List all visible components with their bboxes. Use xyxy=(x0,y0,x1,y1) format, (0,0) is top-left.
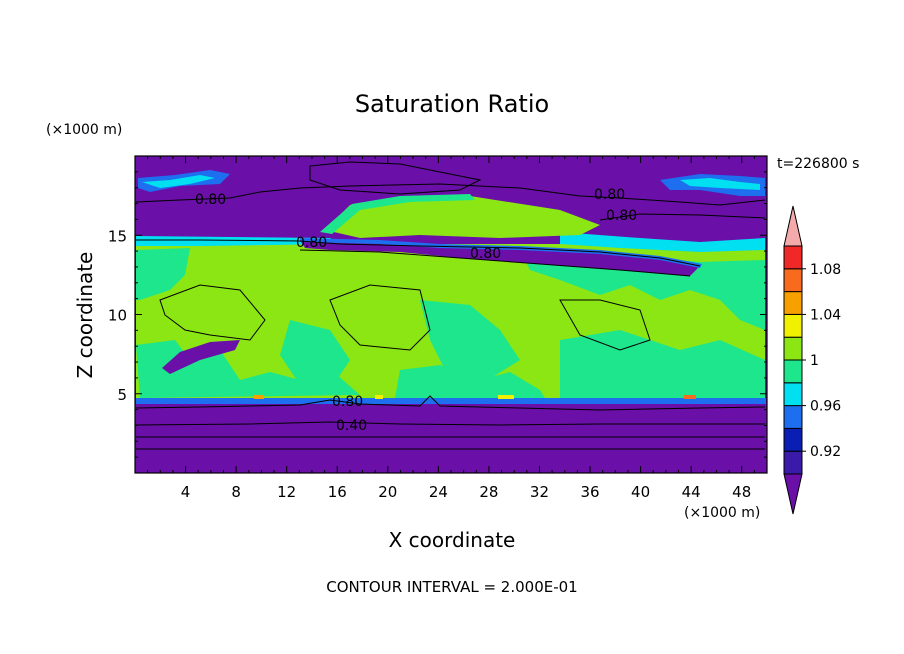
y-tick-label: 10 xyxy=(108,307,127,325)
contour-label-band-center: 0.80 xyxy=(470,246,501,262)
colorbar-swatch xyxy=(783,382,803,407)
contour-lines xyxy=(135,161,766,450)
field-orange-spot-1 xyxy=(254,395,264,399)
x-tick-label: 32 xyxy=(530,483,549,501)
colorbar-swatch xyxy=(783,359,803,384)
field-cyan-upper-right xyxy=(560,232,765,252)
colorbar-label: 1.08 xyxy=(810,262,841,278)
contour-line-green-1 xyxy=(159,284,266,341)
contour-line-lower-2 xyxy=(135,421,765,426)
colorbar-swatch xyxy=(783,450,803,475)
chart-title: Saturation Ratio xyxy=(355,90,549,118)
contour-interval-footer: CONTOUR INTERVAL = 2.000E-01 xyxy=(326,578,577,596)
field-turquoise-left xyxy=(136,248,190,300)
y-axis-ticks: 5 10 15 xyxy=(108,171,767,458)
field-cyan-top-band xyxy=(136,236,340,246)
field-turquoise-mid-lower xyxy=(395,365,545,398)
contour-line-upper-2 xyxy=(309,161,482,195)
field-turquoise-center xyxy=(280,320,350,390)
colorbar: 0.92 0.96 1 1.04 1.08 xyxy=(783,205,841,515)
x-tick-label: 44 xyxy=(682,483,701,501)
field-orange-spot-3 xyxy=(684,395,696,399)
contour-line-right xyxy=(599,213,766,221)
contour-label-upper-left: 0.80 xyxy=(195,192,226,208)
colorbar-swatch xyxy=(783,313,803,338)
field-cyan-patch-top-right xyxy=(680,178,760,190)
colorbar-swatch xyxy=(783,336,803,361)
colorbar-top-triangle xyxy=(783,205,803,247)
colorbar-label: 0.96 xyxy=(810,399,841,415)
colorbar-bottom-triangle xyxy=(783,473,803,515)
x-axis-ticks: 4 8 12 16 20 24 28 32 36 40 44 48 xyxy=(147,156,755,501)
contour-label-band-left: 0.80 xyxy=(296,235,327,251)
x-tick-label: 28 xyxy=(479,483,498,501)
y-tick-label: 15 xyxy=(108,227,127,245)
field-lower-blue-line xyxy=(136,398,766,404)
x-tick-label: 8 xyxy=(231,483,241,501)
x-tick-label: 40 xyxy=(631,483,650,501)
colorbar-label: 1 xyxy=(810,353,819,369)
contour-line-green-3 xyxy=(559,299,651,351)
field-orange-spot-4 xyxy=(375,395,383,399)
contour-line-band-mid xyxy=(299,249,691,277)
contour-line-upper xyxy=(135,183,766,206)
contour-label-lower-040: 0.40 xyxy=(336,418,367,434)
time-label: t=226800 s xyxy=(777,156,859,172)
field-yellow-spot-2 xyxy=(498,395,514,399)
field-purple-blob-left xyxy=(162,340,240,374)
contour-line-band-top xyxy=(136,239,701,267)
x-tick-label: 20 xyxy=(378,483,397,501)
field-purple-intrusion xyxy=(300,240,700,276)
x-tick-label: 24 xyxy=(429,483,448,501)
contour-label-upper-right-1: 0.80 xyxy=(594,187,625,203)
colorbar-label: 1.04 xyxy=(810,307,841,323)
colorbar-label: 0.92 xyxy=(810,444,841,460)
x-tick-label: 36 xyxy=(580,483,599,501)
x-tick-label: 4 xyxy=(181,483,191,501)
x-tick-label: 12 xyxy=(277,483,296,501)
contour-line-lower-1 xyxy=(135,395,766,411)
y-unit-label: (×1000 m) xyxy=(46,122,122,138)
x-axis-label: X coordinate xyxy=(389,528,516,552)
heatmap-field xyxy=(135,156,767,473)
field-turquoise-center-mid xyxy=(420,300,520,385)
contour-label-upper-right-2: 0.80 xyxy=(606,208,637,224)
field-blue-edge xyxy=(300,238,702,268)
x-unit-label: (×1000 m) xyxy=(684,505,760,521)
contour-labels: 0.80 0.80 0.80 0.80 0.80 0.80 0.40 xyxy=(195,187,637,434)
colorbar-swatch xyxy=(783,427,803,452)
field-upper-green-cloud xyxy=(325,196,600,238)
contour-line-green-2 xyxy=(329,284,431,351)
contour-label-lower-080: 0.80 xyxy=(332,394,363,410)
colorbar-swatch xyxy=(783,291,803,315)
x-tick-label: 48 xyxy=(732,483,751,501)
y-tick-label: 5 xyxy=(117,386,127,404)
colorbar-swatch xyxy=(783,268,803,293)
y-axis-label: Z coordinate xyxy=(73,252,97,379)
x-tick-label: 16 xyxy=(328,483,347,501)
colorbar-swatch xyxy=(783,245,803,270)
field-upper-turquoise-rim xyxy=(320,194,475,234)
colorbar-swatch xyxy=(783,405,803,429)
field-cyan-patch-top-left xyxy=(142,175,215,188)
field-turquoise-right-upper xyxy=(520,250,765,330)
